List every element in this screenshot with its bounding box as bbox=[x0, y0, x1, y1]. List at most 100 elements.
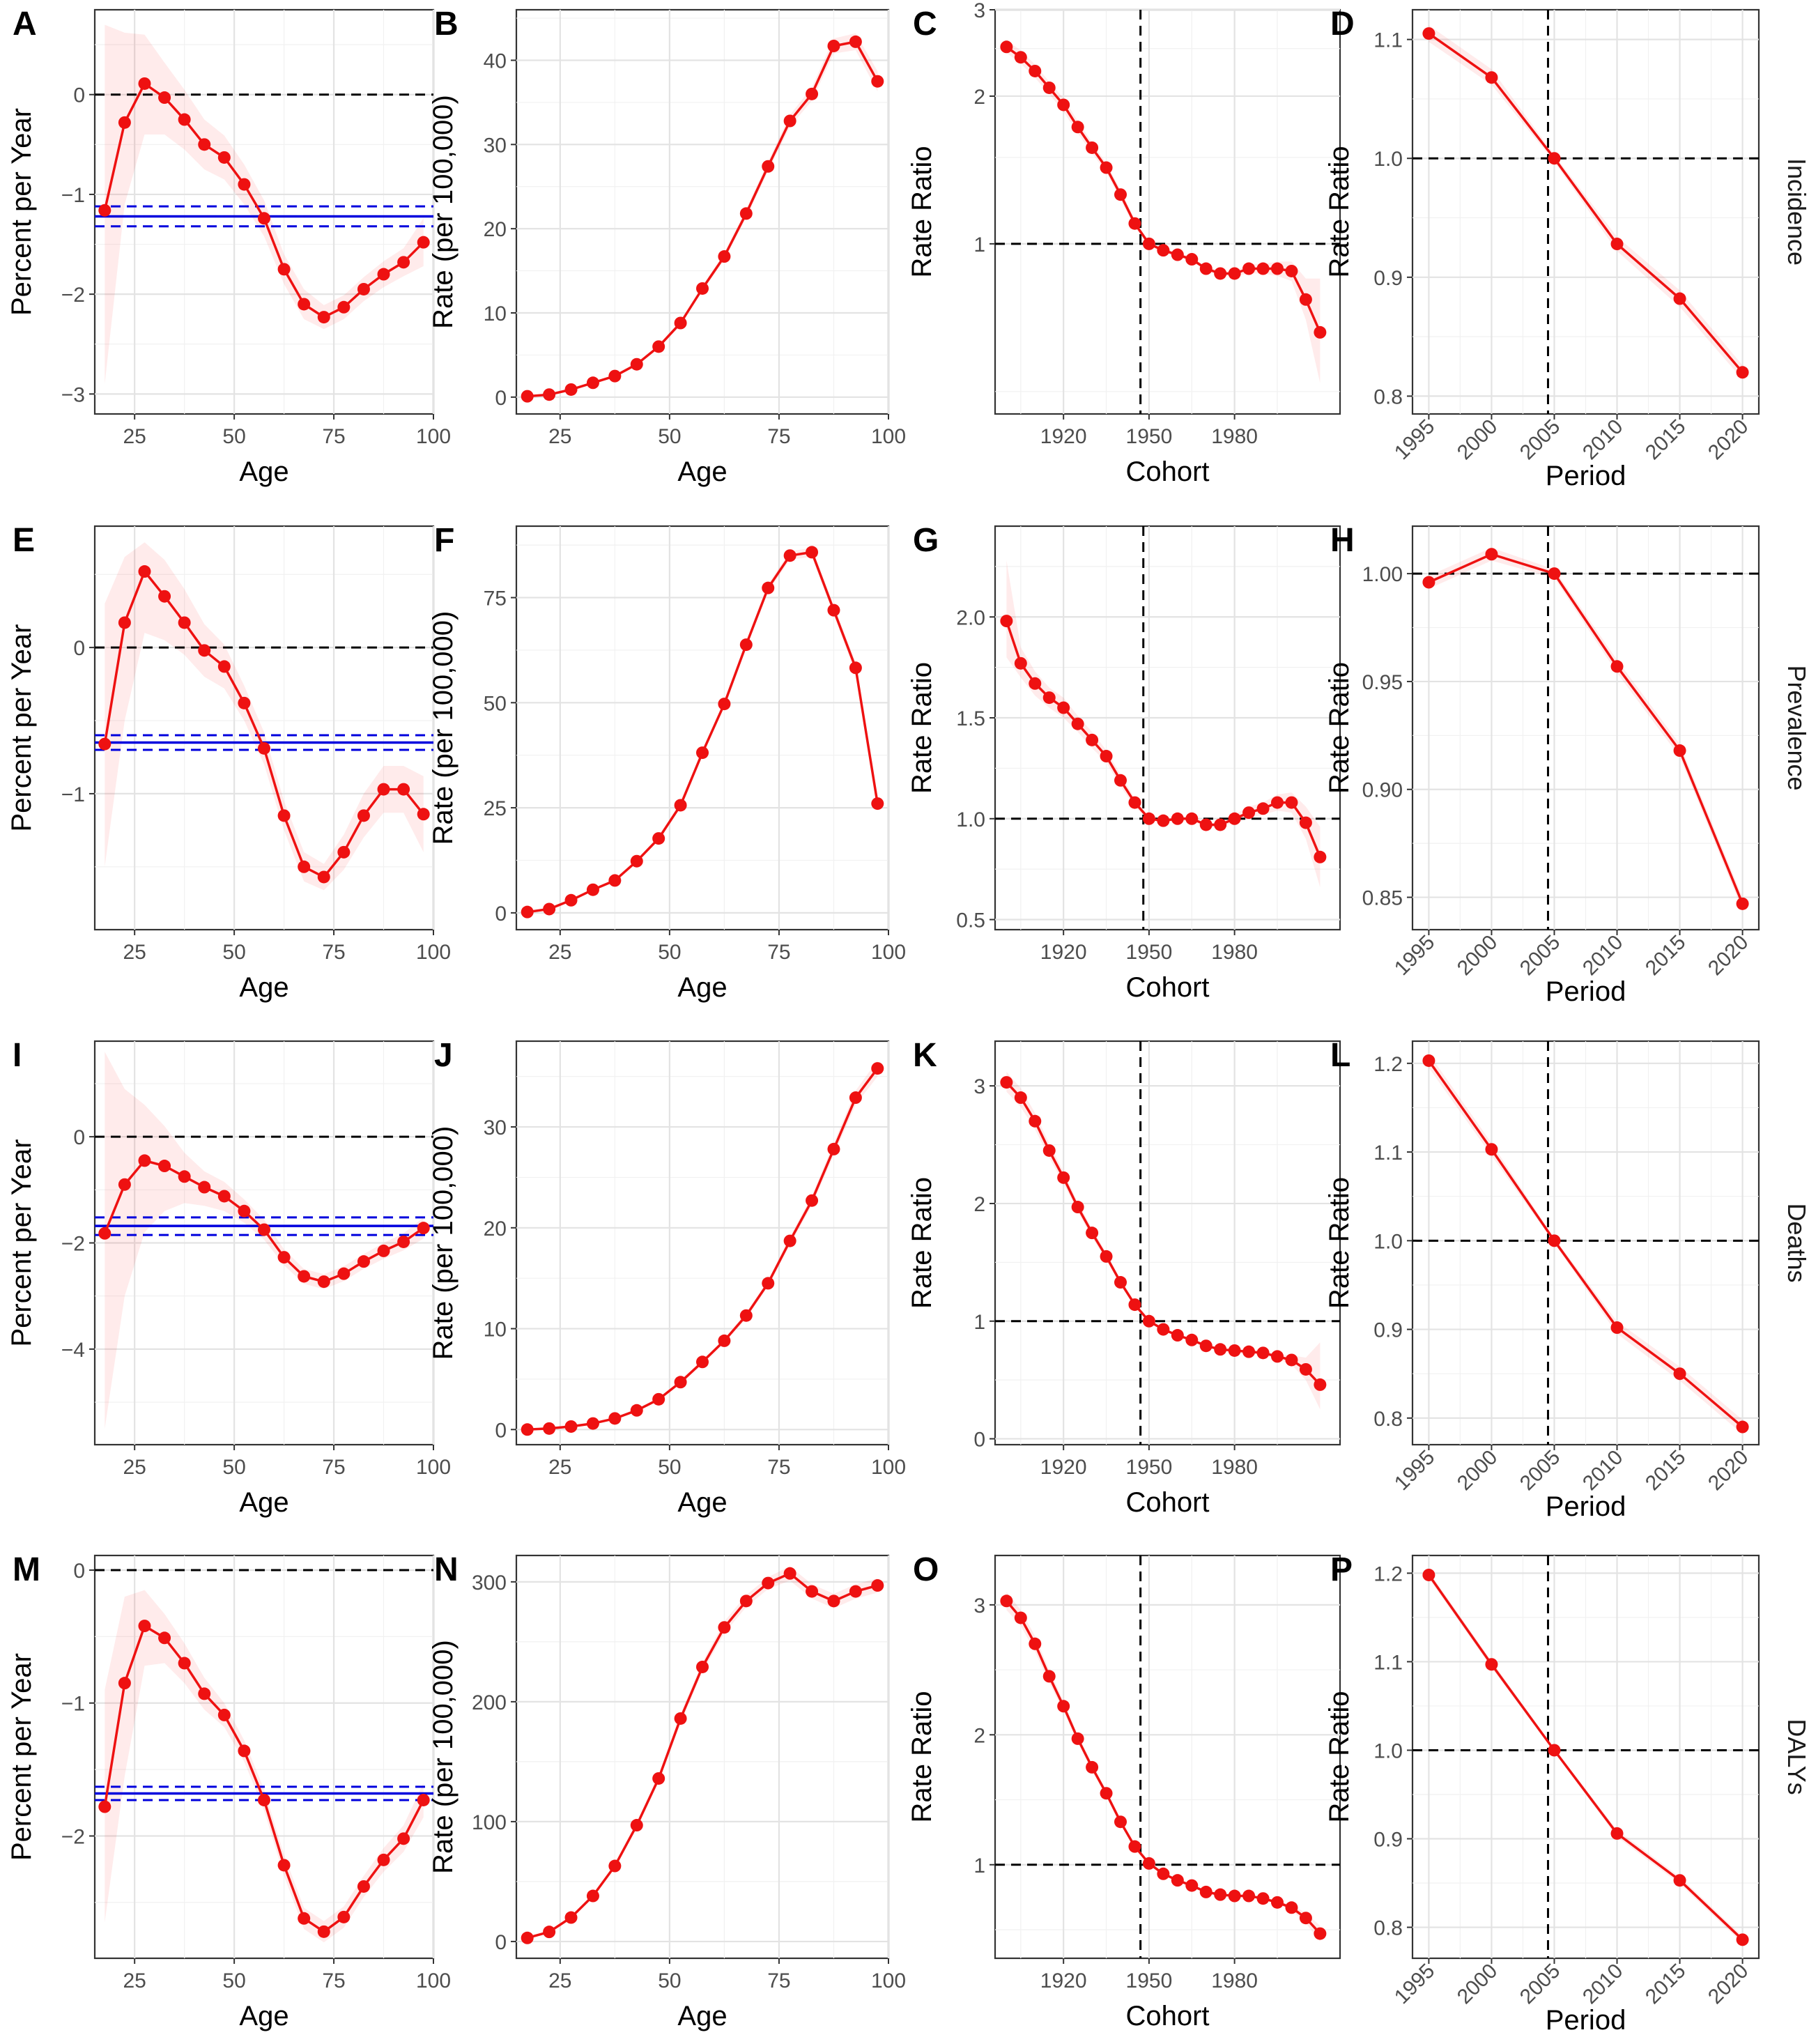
panel-letter: G bbox=[913, 522, 939, 559]
row-strip-label: Incidence bbox=[1783, 158, 1809, 266]
data-point bbox=[258, 741, 270, 755]
x-axis-title: Age bbox=[677, 972, 727, 1003]
y-tick-label: 0 bbox=[495, 387, 507, 410]
x-tick-label: 2015 bbox=[1641, 931, 1691, 981]
panel-L: 1995 2000 2005 2010 2015 2020 0.8 0.9 1.0 1.1 1.2 L… bbox=[1324, 1037, 1809, 1522]
y-tick-label: 0 bbox=[495, 1931, 507, 1954]
data-point bbox=[1014, 656, 1027, 670]
data-point bbox=[277, 263, 291, 276]
x-tick-label: 25 bbox=[548, 1456, 571, 1479]
data-point bbox=[1285, 796, 1298, 809]
data-point bbox=[1171, 1329, 1184, 1342]
x-tick-label: 2010 bbox=[1578, 931, 1628, 981]
data-point bbox=[1485, 548, 1498, 561]
y-tick-label: 0 bbox=[495, 902, 507, 925]
data-point bbox=[1114, 1815, 1127, 1829]
data-point bbox=[337, 300, 351, 314]
y-tick-label: −4 bbox=[61, 1339, 85, 1362]
x-tick-label: 2015 bbox=[1641, 415, 1691, 465]
data-point bbox=[217, 151, 231, 164]
data-point bbox=[417, 236, 430, 249]
y-axis-title: Rate Ratio bbox=[907, 1691, 937, 1823]
x-tick-label: 2005 bbox=[1516, 1960, 1565, 2009]
panel-N: 25 50 75 100 0 100 200 300 N Age Rate (per 100,000… bbox=[428, 1551, 906, 2031]
data-point bbox=[871, 1579, 884, 1592]
data-point bbox=[1114, 774, 1127, 787]
data-point bbox=[1142, 237, 1155, 250]
x-tick-label: 100 bbox=[871, 1969, 906, 1992]
data-point bbox=[783, 114, 796, 128]
data-point bbox=[397, 256, 410, 269]
plot-area bbox=[515, 525, 890, 931]
data-point bbox=[298, 1912, 311, 1925]
data-point bbox=[317, 1275, 330, 1289]
x-tick-label: 2005 bbox=[1516, 931, 1565, 981]
x-axis-title: Period bbox=[1546, 976, 1626, 1007]
row-strip-label: Prevalence bbox=[1783, 665, 1809, 790]
y-tick-label: 1.0 bbox=[956, 808, 985, 831]
x-tick-label: 2000 bbox=[1453, 931, 1502, 981]
y-axis-title: Percent per Year bbox=[6, 1653, 37, 1861]
data-point bbox=[1000, 1595, 1013, 1608]
y-tick-label: −3 bbox=[61, 383, 85, 406]
y-tick-label: 3 bbox=[973, 0, 985, 22]
data-point bbox=[1242, 806, 1256, 820]
data-point bbox=[138, 77, 151, 90]
x-axis-title: Age bbox=[677, 2001, 727, 2031]
y-tick-label: −1 bbox=[61, 783, 85, 806]
x-axis-title: Cohort bbox=[1125, 2001, 1209, 2031]
panel-letter: E bbox=[13, 522, 35, 559]
data-point bbox=[1422, 1054, 1435, 1067]
x-tick-label: 2005 bbox=[1516, 1446, 1565, 1496]
data-point bbox=[357, 1255, 370, 1268]
x-tick-label: 2005 bbox=[1516, 415, 1565, 465]
y-axis-title: Rate (per 100,000) bbox=[428, 1126, 459, 1360]
data-point bbox=[871, 797, 884, 810]
x-tick-label: 1950 bbox=[1126, 425, 1173, 448]
data-point bbox=[1185, 812, 1199, 825]
x-tick-label: 75 bbox=[767, 1456, 790, 1479]
y-axis-title: Rate (per 100,000) bbox=[428, 95, 459, 329]
x-tick-label: 50 bbox=[222, 941, 245, 964]
data-point bbox=[158, 91, 171, 105]
data-point bbox=[1673, 744, 1686, 758]
panel-M: 25 50 75 100 −2 −1 0 M Age Percent per Year bbox=[6, 1551, 451, 2031]
x-tick-label: 25 bbox=[123, 1456, 146, 1479]
data-point bbox=[783, 1234, 796, 1247]
data-point bbox=[739, 1309, 753, 1322]
y-tick-label: 1.1 bbox=[1373, 1651, 1403, 1674]
panel-letter: F bbox=[434, 522, 454, 559]
panel-C: 1920 1950 1980 1 2 3 C Cohort Rate Ratio bbox=[907, 0, 1341, 487]
x-tick-label: 2020 bbox=[1704, 931, 1753, 981]
data-point bbox=[238, 1204, 251, 1217]
x-tick-label: 2010 bbox=[1578, 1446, 1628, 1496]
data-point bbox=[1256, 802, 1270, 815]
data-point bbox=[718, 698, 731, 711]
x-tick-label: 2010 bbox=[1578, 1960, 1628, 2009]
y-axis-title: Rate (per 100,000) bbox=[428, 611, 459, 845]
x-tick-label: 75 bbox=[767, 1969, 790, 1992]
x-tick-label: 25 bbox=[548, 941, 571, 964]
data-point bbox=[1256, 1892, 1270, 1905]
x-tick-label: 1920 bbox=[1040, 1969, 1087, 1992]
x-tick-label: 2010 bbox=[1578, 415, 1628, 465]
row-strip-label: Deaths bbox=[1783, 1203, 1809, 1282]
x-tick-label: 100 bbox=[871, 1456, 906, 1479]
panel-letter: B bbox=[434, 6, 459, 43]
y-axis-title: Percent per Year bbox=[6, 624, 37, 832]
panel-letter: L bbox=[1330, 1037, 1350, 1074]
data-point bbox=[1057, 98, 1070, 112]
y-tick-label: 1.2 bbox=[1373, 1562, 1403, 1585]
y-tick-label: 0.85 bbox=[1362, 887, 1403, 910]
x-tick-label: 2020 bbox=[1704, 1960, 1753, 2009]
data-point bbox=[543, 388, 556, 401]
data-point bbox=[1736, 1420, 1749, 1434]
x-tick-label: 100 bbox=[416, 1969, 451, 1992]
data-point bbox=[652, 1392, 665, 1406]
data-point bbox=[178, 616, 191, 629]
data-point bbox=[1199, 1339, 1213, 1353]
data-point bbox=[1199, 262, 1213, 275]
data-point bbox=[1228, 1344, 1241, 1357]
y-tick-label: 2 bbox=[973, 86, 985, 109]
